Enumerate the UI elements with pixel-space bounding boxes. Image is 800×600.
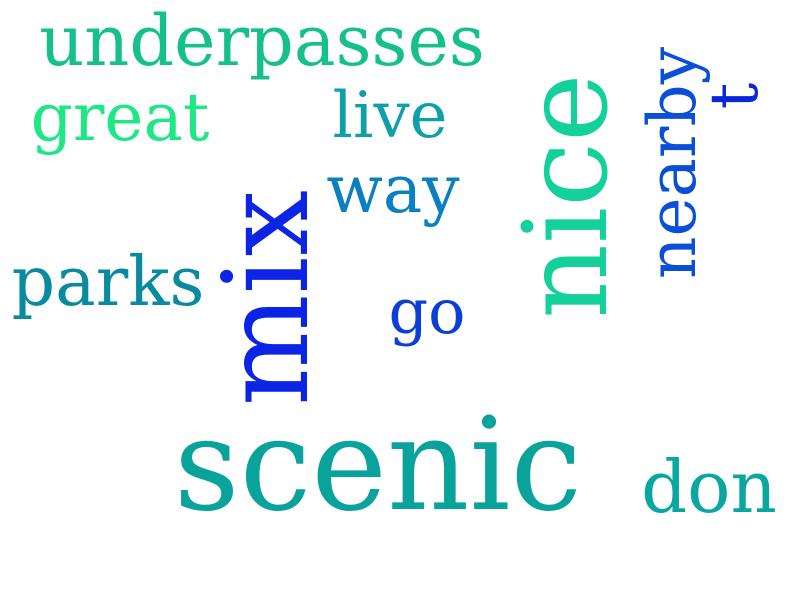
word-t: t: [696, 82, 773, 110]
word-live: live: [332, 79, 448, 153]
word-mix: mix: [197, 189, 335, 407]
word-scenic: scenic: [173, 391, 583, 540]
word-great: great: [30, 79, 210, 156]
word-don: don: [641, 445, 777, 529]
word-parks: parks: [11, 243, 205, 322]
word-go: go: [388, 275, 466, 348]
word-nice: nice: [499, 73, 634, 319]
word-underpasses: underpasses: [39, 0, 485, 82]
word-way: way: [326, 151, 460, 228]
